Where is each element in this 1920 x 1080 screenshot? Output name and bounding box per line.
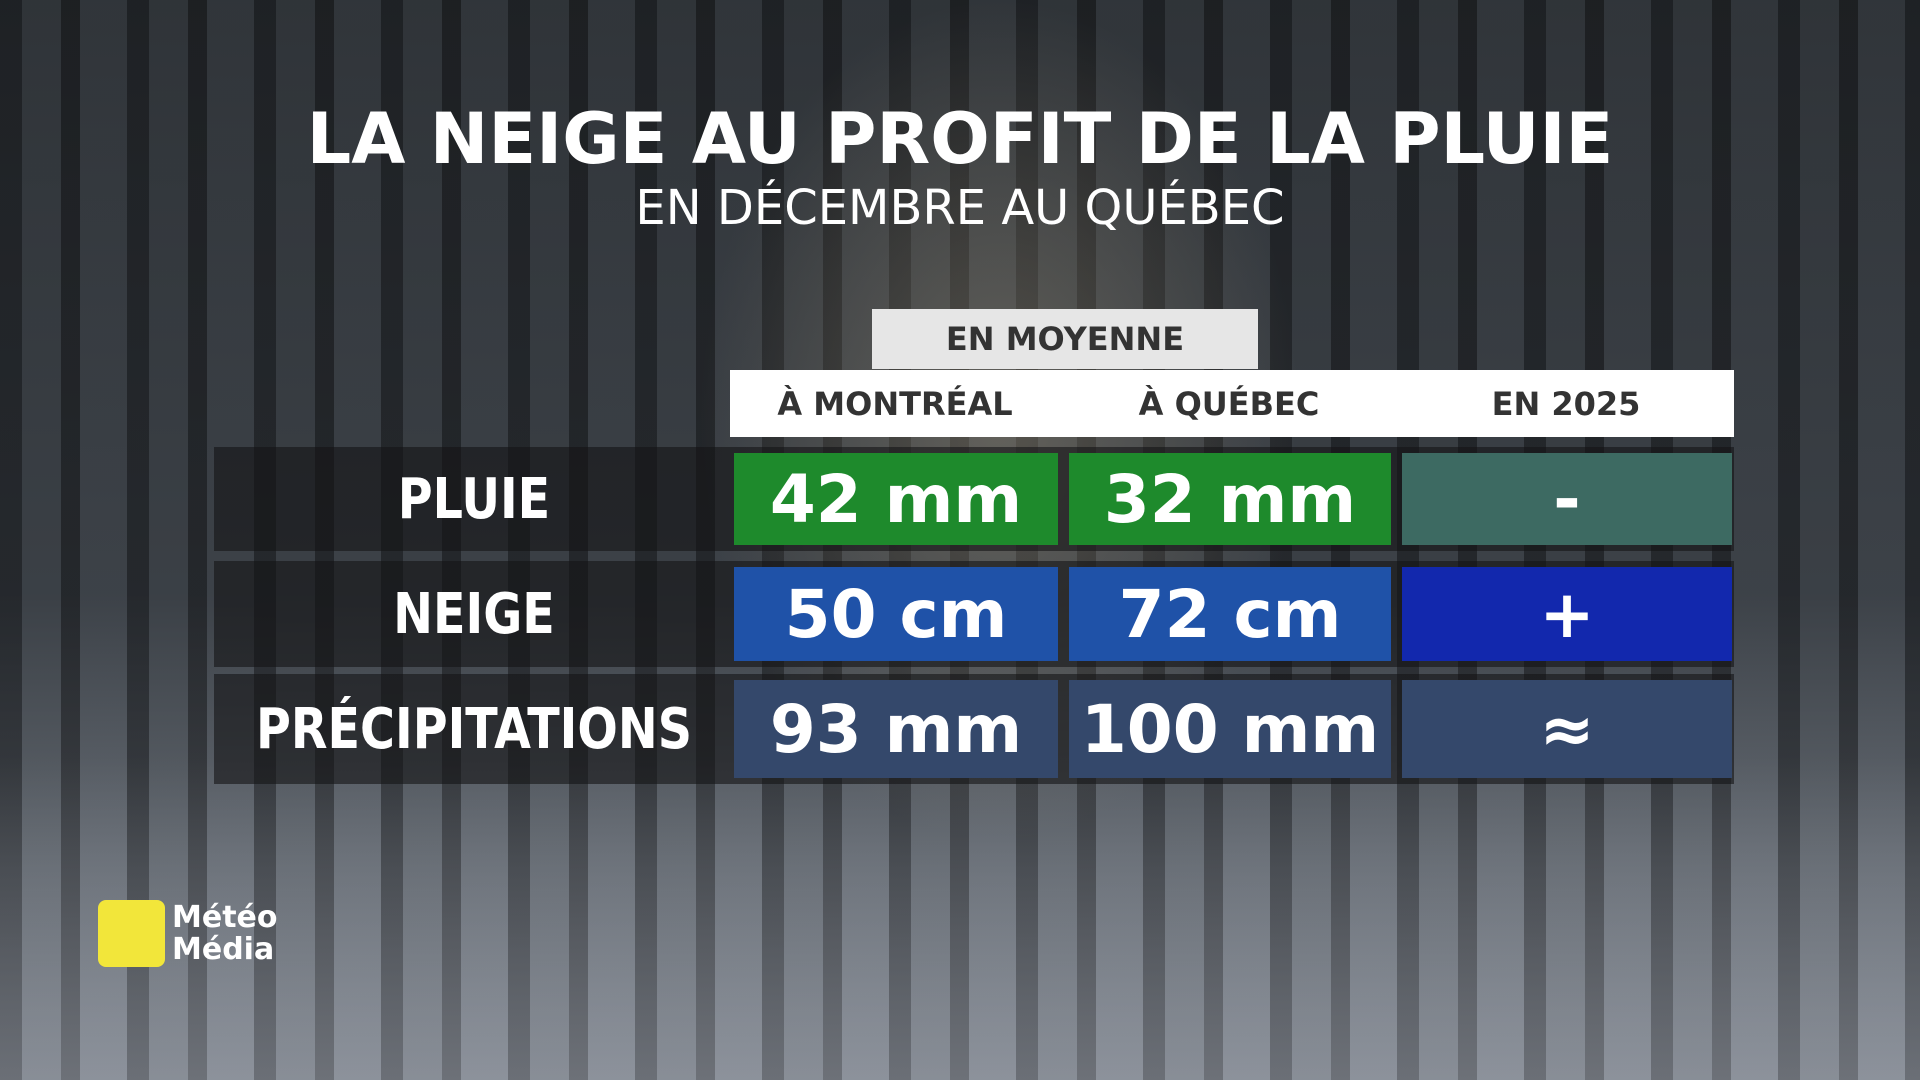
cell: ≈ (1402, 680, 1732, 778)
cell: 42 mm (734, 453, 1058, 545)
logo-icon (98, 900, 165, 967)
column-header: À MONTRÉAL (777, 384, 1013, 423)
row-label: NEIGE (393, 581, 555, 647)
cell: 32 mm (1069, 453, 1391, 545)
subtitle: EN DÉCEMBRE AU QUÉBEC (635, 180, 1285, 236)
cell: 93 mm (734, 680, 1058, 778)
row-label: PRÉCIPITATIONS (256, 696, 692, 762)
cell: + (1402, 567, 1732, 661)
cell: 50 cm (734, 567, 1058, 661)
column-header: EN 2025 (1491, 384, 1641, 423)
row-label: PLUIE (397, 466, 551, 532)
logo-text: Météo (172, 900, 278, 935)
cell: 100 mm (1069, 680, 1391, 778)
cell: - (1402, 453, 1732, 545)
group-label: EN MOYENNE (872, 309, 1258, 369)
logo-text: Média (172, 932, 275, 967)
header-row (730, 370, 1734, 437)
title: LA NEIGE AU PROFIT DE LA PLUIE (306, 98, 1614, 180)
cell: 72 cm (1069, 567, 1391, 661)
column-header: À QUÉBEC (1138, 384, 1320, 423)
